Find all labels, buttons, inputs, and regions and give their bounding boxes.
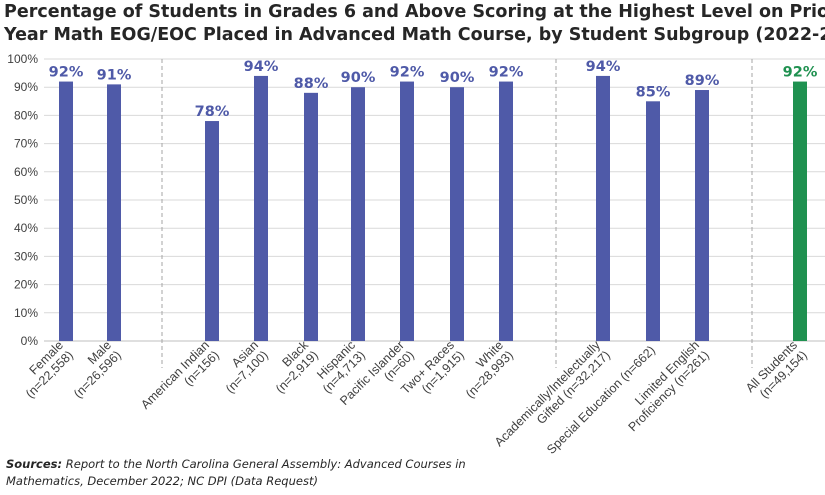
bar-value-label: 92%: [489, 65, 524, 81]
bar-value-label: 92%: [783, 65, 818, 81]
bar: [254, 75, 268, 342]
bar: [304, 92, 318, 341]
bar-value-label: 90%: [440, 70, 475, 86]
bar-value-label: 94%: [244, 59, 279, 75]
x-category-label: Limited EnglishProficiency (n=261): [616, 338, 712, 434]
x-category-label: Black(n=2,919): [263, 338, 321, 396]
chart-title-line-1: Percentage of Students in Grades 6 and A…: [4, 2, 825, 22]
bar-value-label: 92%: [49, 65, 84, 81]
source-text: Report to the North Carolina General Ass…: [6, 457, 466, 488]
x-category-label: All Students(n=49,154): [743, 338, 810, 405]
bar: [646, 101, 660, 341]
bar: [450, 87, 464, 341]
bar-value-label: 89%: [685, 73, 720, 89]
bar-value-label: 92%: [390, 65, 425, 81]
bar: [59, 81, 73, 341]
y-tick-label: 30%: [14, 249, 38, 263]
bar: [499, 81, 513, 341]
bar: [205, 121, 219, 341]
y-tick-label: 0%: [21, 334, 39, 348]
y-tick-label: 20%: [14, 278, 38, 292]
bar: [793, 81, 807, 341]
y-tick-label: 90%: [14, 80, 38, 94]
y-tick-label: 50%: [14, 193, 38, 207]
bar-value-label: 91%: [97, 67, 132, 83]
x-category-label: Two+ Races(n=1,915): [398, 338, 467, 407]
bar-value-label: 94%: [586, 59, 621, 75]
y-tick-label: 60%: [14, 165, 38, 179]
y-tick-label: 40%: [14, 221, 38, 235]
bar-value-label: 90%: [341, 70, 376, 86]
y-tick-label: 80%: [14, 108, 38, 122]
y-tick-label: 100%: [7, 52, 38, 66]
x-category-label: Male(n=26,596): [61, 338, 124, 401]
y-tick-label: 10%: [14, 306, 38, 320]
bar: [107, 84, 121, 341]
chart-title-line-2: Year Math EOG/EOC Placed in Advanced Mat…: [4, 25, 825, 45]
chart-title: Percentage of Students in Grades 6 and A…: [4, 1, 825, 47]
x-category-label: Asian(n=7,100): [213, 338, 271, 396]
bar: [351, 87, 365, 341]
bar: [695, 90, 709, 342]
bar: [400, 81, 414, 341]
y-tick-label: 70%: [14, 137, 38, 151]
bar: [596, 75, 610, 342]
bar-value-label: 85%: [636, 84, 671, 100]
bar-value-label: 78%: [195, 104, 230, 120]
source-note: Sources: Report to the North Carolina Ge…: [6, 456, 526, 490]
source-prefix: Sources:: [6, 457, 63, 471]
x-category-label: White(n=28,993): [453, 338, 516, 401]
bar-value-label: 88%: [294, 76, 329, 92]
x-category-label: American Indian(n=156): [138, 338, 222, 422]
